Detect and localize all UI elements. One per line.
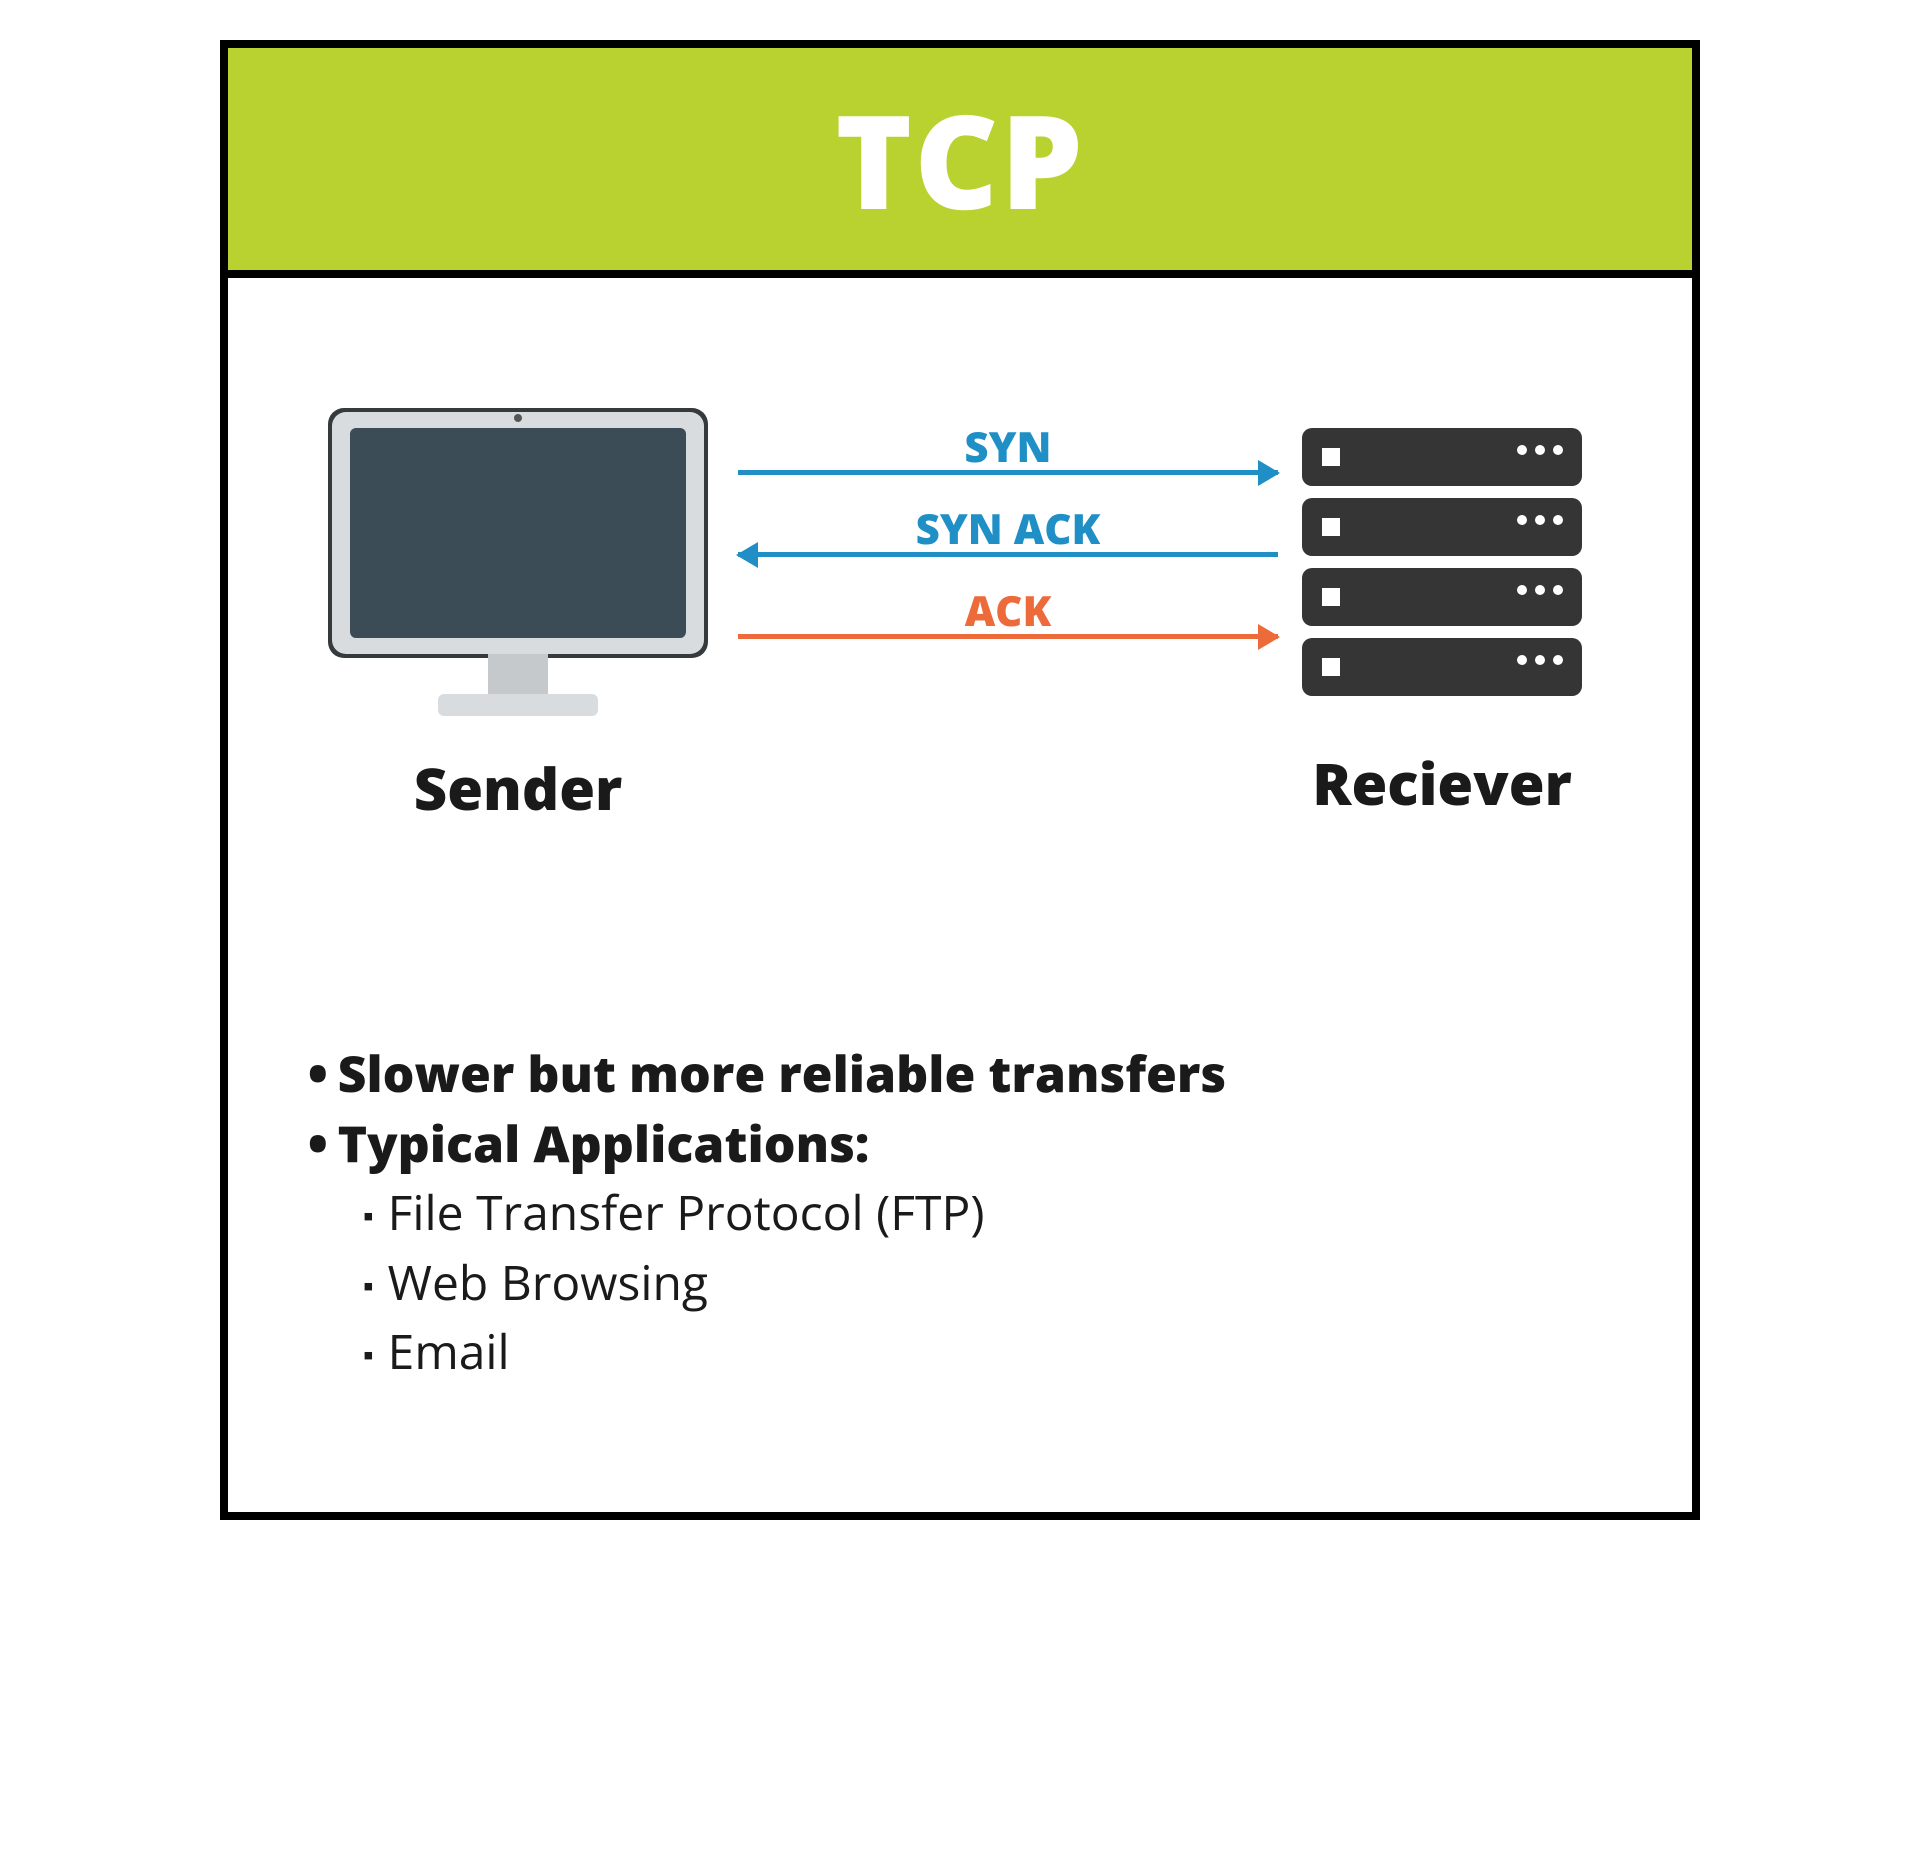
arrow-head-icon [736, 542, 758, 568]
arrow-head-icon [1258, 460, 1280, 486]
bullet-main: Typical Applications: [308, 1108, 1632, 1178]
arrow-line [738, 634, 1278, 639]
bullet-list: Slower but more reliable transfersTypica… [288, 1038, 1632, 1387]
arrow-syn-ack: SYN ACK [738, 500, 1278, 582]
arrow-label: SYN [738, 418, 1278, 475]
handshake-diagram: Sender SYN SYN ACK ACK Reciever [288, 398, 1632, 958]
arrow-syn: SYN [738, 418, 1278, 500]
bullet-sub: File Transfer Protocol (FTP) [308, 1178, 1632, 1248]
arrow-label: ACK [738, 582, 1278, 639]
bullet-main: Slower but more reliable transfers [308, 1038, 1632, 1108]
bullet-sub: Email [308, 1317, 1632, 1387]
arrow-head-icon [1258, 624, 1280, 650]
arrow-line [738, 552, 1278, 557]
receiver-node: Reciever [1282, 418, 1602, 822]
arrow-line [738, 470, 1278, 475]
diagram-frame: TCP Sender SYN SYN ACK ACK [220, 40, 1700, 1520]
receiver-label: Reciever [1282, 743, 1602, 822]
title-bar: TCP [228, 48, 1692, 278]
bullet-sub: Web Browsing [308, 1248, 1632, 1318]
handshake-arrows: SYN SYN ACK ACK [738, 418, 1278, 664]
sender-node: Sender [318, 398, 718, 827]
title-text: TCP [835, 71, 1084, 248]
arrow-label: SYN ACK [738, 500, 1278, 557]
content-area: Sender SYN SYN ACK ACK Reciever Slower but… [228, 278, 1692, 1504]
sender-label: Sender [318, 748, 718, 827]
monitor-icon [318, 398, 718, 728]
arrow-ack: ACK [738, 582, 1278, 664]
server-icon [1292, 418, 1592, 718]
